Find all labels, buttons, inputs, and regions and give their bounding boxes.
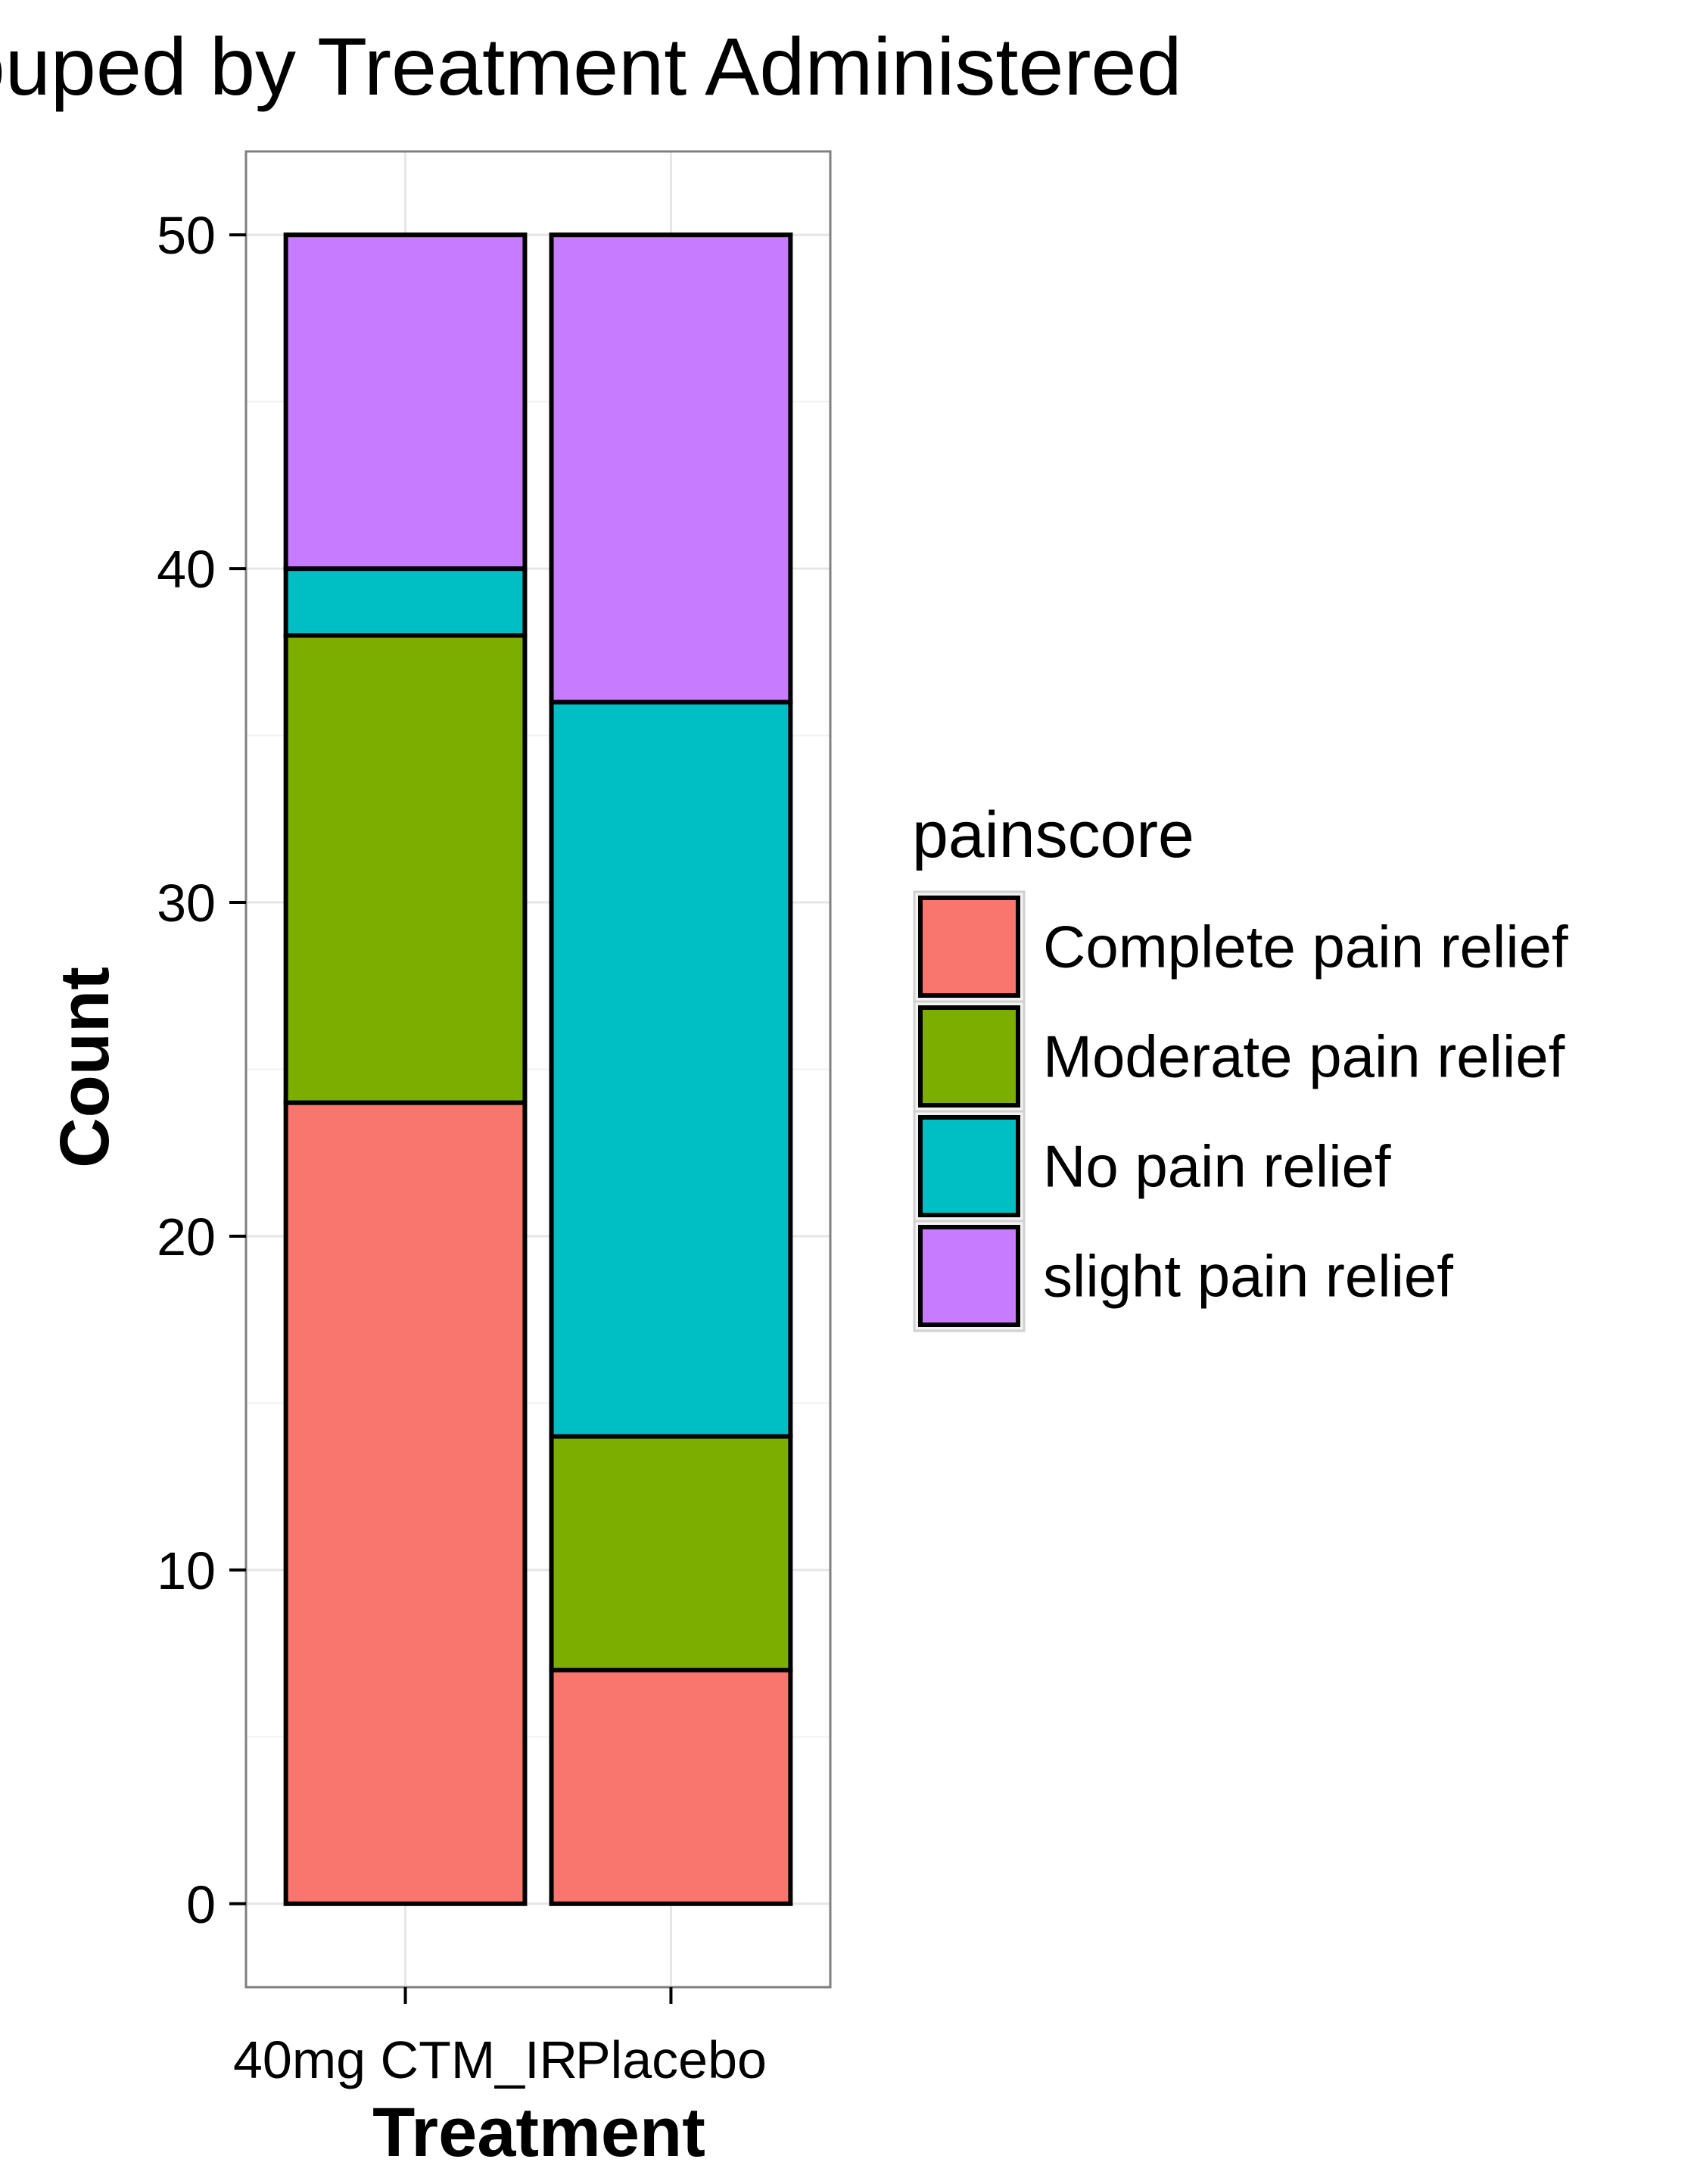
plot-border [244,150,832,1989]
bar-segment-2-2 [549,1434,793,1673]
x-tick-label: Placebo [575,2030,767,2089]
y-axis-label: Count [46,967,123,1168]
legend: painscore Complete pain relief Moderate p… [912,799,1568,1332]
bar-segment-2-4 [549,232,793,705]
bar-segment-1-3 [283,566,528,638]
legend-label: slight pain relief [1043,1243,1453,1310]
y-tick-label: 40 [157,540,216,599]
legend-label: Complete pain relief [1043,914,1568,980]
bar-segment-1-4 [283,232,528,572]
y-tick-label: 0 [186,1875,216,1934]
legend-label: No pain relief [1043,1133,1391,1200]
bar-segment-1-2 [283,633,528,1105]
y-tick-label: 20 [157,1207,216,1266]
legend-title: painscore [912,799,1194,871]
x-tick-label: 40mg CTM_IR [233,2030,578,2089]
y-tick-label: 50 [157,206,216,265]
legend-key-swatch [918,1115,1020,1217]
chart-title: Count Grouped by Treatment Administered [0,20,1182,112]
legend-key-swatch [918,1005,1020,1108]
legend-key-swatch [918,896,1020,998]
bar-segment-1-1 [283,1100,528,1906]
bar-segment-2-1 [549,1668,793,1906]
bar-segment-2-3 [549,699,793,1439]
legend-key-swatch [918,1225,1020,1327]
y-tick-label: 30 [157,874,216,933]
y-tick-label: 10 [157,1541,216,1600]
legend-label: Moderate pain relief [1043,1023,1565,1090]
x-axis-label: Treatment [372,2094,705,2171]
